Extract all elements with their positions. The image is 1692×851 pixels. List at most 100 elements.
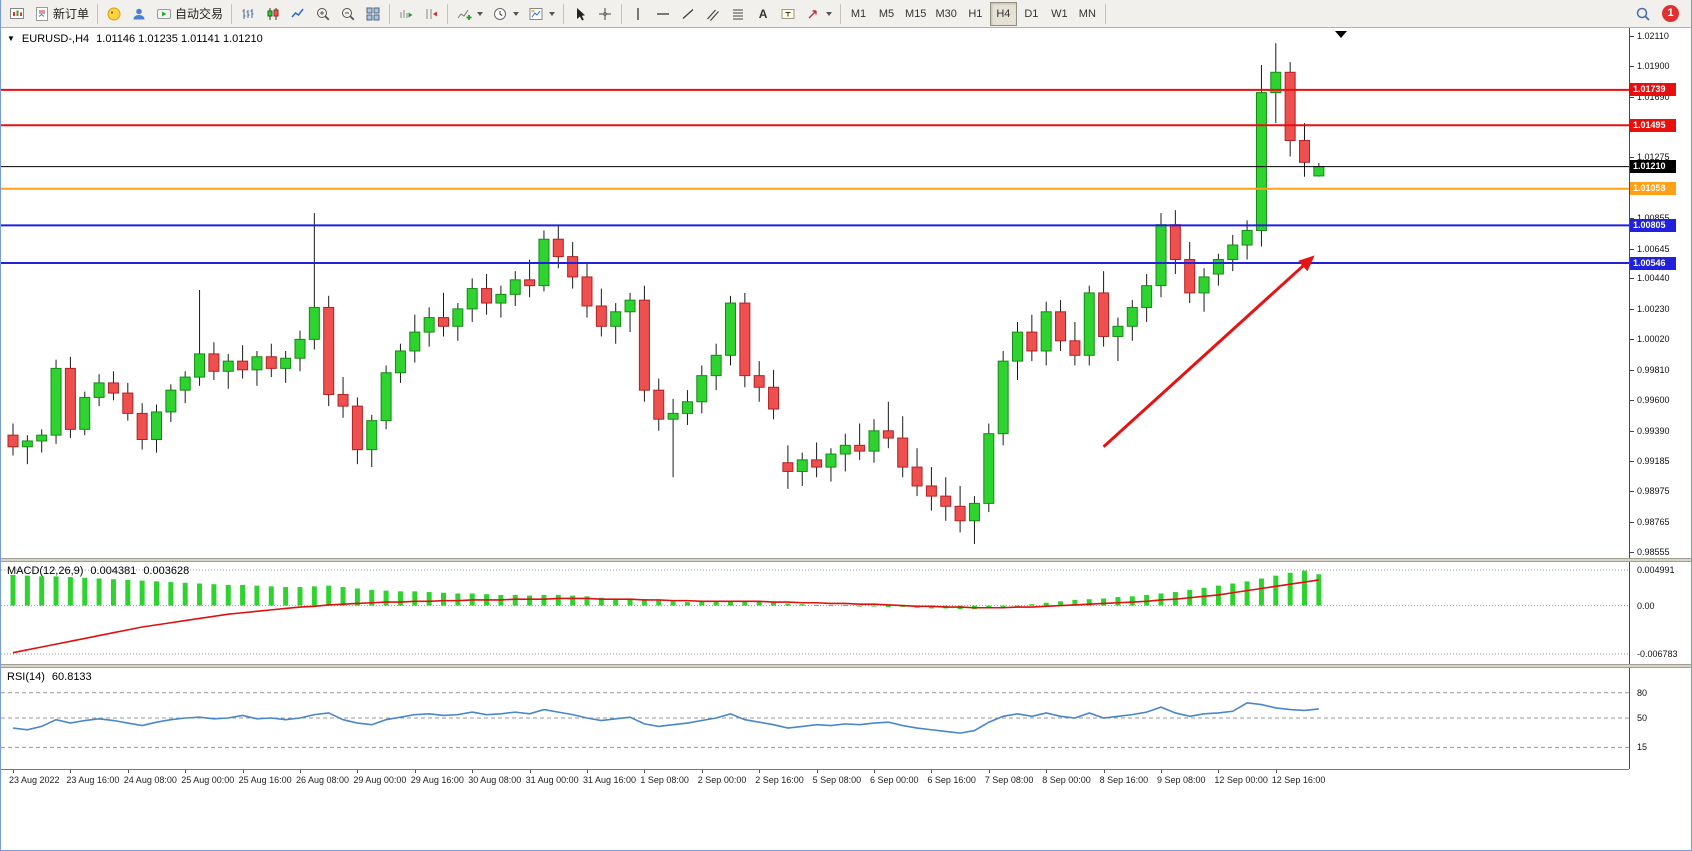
price-tick-mark [1630,460,1634,462]
time-tick-mark [185,770,187,773]
zoom-in-button[interactable] [311,2,335,26]
price-line-badge: 1.01739 [1630,83,1676,97]
arrows-tool-button[interactable] [801,2,836,26]
indicators-icon [457,9,472,20]
time-tick-mark [1046,770,1048,773]
main-chart-canvas[interactable] [1,28,1629,558]
price-tick-mark [1630,430,1634,432]
mql5-community-button[interactable] [102,2,126,26]
cursor-button[interactable] [568,2,592,26]
text-tool-button[interactable]: A [751,2,775,26]
symbol-period-label: EURUSD-,H4 [21,33,90,45]
time-tick-mark [931,770,933,773]
auto-trading-button[interactable]: 自动交易 [152,2,227,26]
label-tool-button[interactable] [776,2,800,26]
price-line-badge: 1.01495 [1630,118,1676,132]
chevron-down-icon [513,11,520,16]
rsi-label: RSI(14) [7,671,45,683]
time-axis[interactable]: 23 Aug 2022 23 Aug 16:00 24 Aug 08:00 25 Au… [1,769,1629,793]
price-tick-label: 1.01275 [1637,152,1670,163]
pane-splitter[interactable] [1,558,1691,562]
chart-shift-button[interactable] [419,2,443,26]
price-tick-mark [1630,248,1634,250]
time-label: 8 Sep 16:00 [1099,775,1149,785]
toolbar-separator [447,3,449,24]
toolbar-separator [97,3,99,24]
new-chart-button[interactable] [5,2,29,26]
channel-tool-button[interactable] [701,2,725,26]
ohlc-bars-icon [242,8,254,19]
profile-button[interactable] [127,2,151,26]
price-tick-mark [1630,339,1634,341]
timeframe-button-m15[interactable]: M15 [901,2,930,26]
crosshair-button[interactable] [593,2,617,26]
trendline-tool-button[interactable] [676,2,700,26]
price-tick-mark [1630,521,1634,523]
search-button[interactable] [1631,2,1655,26]
auto-scroll-button[interactable] [394,2,418,26]
macd-main-value: 0.004381 [90,565,137,577]
time-tick-mark [644,770,646,773]
time-label: 9 Sep 08:00 [1157,775,1206,785]
new-order-button[interactable]: 新订单 [30,2,93,26]
time-label: 25 Aug 00:00 [181,775,235,785]
timeframe-button-m5[interactable]: M5 [873,2,900,26]
zoom-out-button[interactable] [336,2,360,26]
time-label: 5 Sep 08:00 [812,775,862,785]
timeframe-button-w1[interactable]: W1 [1046,2,1073,26]
timeframe-button-m1[interactable]: M1 [845,2,872,26]
tile-windows-button[interactable] [361,2,385,26]
rsi-canvas[interactable] [1,668,1629,769]
price-tick-label: 1.00020 [1637,334,1670,345]
line-chart-mode-button[interactable] [286,2,310,26]
person-icon [133,8,145,19]
time-tick-mark [414,770,416,773]
price-tick-label: 1.01900 [1637,61,1670,72]
time-tick-mark [242,770,244,773]
price-tick-label: 1.02110 [1637,31,1669,41]
horizontal-line-tool-button[interactable] [651,2,675,26]
price-tick-mark [1630,36,1634,37]
macd-tick-label: 0.00 [1637,600,1655,611]
time-tick-mark [1161,770,1162,773]
time-label: 26 Aug 08:00 [296,775,350,785]
price-tick-label: 0.99810 [1637,364,1670,375]
fibonacci-tool-button[interactable] [726,2,750,26]
price-line-badge: 1.01210 [1630,160,1676,174]
new-chart-icon [10,7,24,19]
time-label: 25 Aug 16:00 [238,775,292,785]
text-tool-icon: A [758,6,768,21]
vertical-line-icon [637,7,639,20]
pane-splitter[interactable] [1,664,1691,668]
vertical-line-tool-button[interactable] [626,2,650,26]
notification-badge[interactable]: 1 [1662,5,1679,22]
macd-canvas[interactable] [1,562,1629,664]
time-tick-mark [988,770,990,773]
templates-button[interactable] [524,2,559,26]
collapse-triangle-icon[interactable]: ▼ [7,34,15,43]
time-label: 12 Sep 16:00 [1271,775,1326,785]
price-line-badge: 1.00805 [1630,218,1676,232]
timeframe-button-d1[interactable]: D1 [1018,2,1045,26]
auto-scroll-icon [400,9,413,18]
price-axis[interactable]: 1.021101.019001.016901.014801.012751.010… [1629,28,1691,769]
timeframe-button-m30[interactable]: M30 [931,2,960,26]
macd-tick-label: 0.004991 [1637,565,1675,575]
search-icon [1636,7,1650,21]
price-tick-label: 0.98555 [1637,547,1670,557]
candlestick-mode-button[interactable] [261,2,285,26]
bar-chart-mode-button[interactable] [236,2,260,26]
time-tick-mark [816,770,818,773]
time-label: 29 Aug 16:00 [410,775,464,785]
timeframe-button-h4[interactable]: H4 [989,1,1017,26]
trendline-icon [682,8,694,19]
price-tick-label: 0.98765 [1637,516,1670,527]
indicators-button[interactable] [452,2,487,26]
rsi-value: 60.8133 [51,671,92,683]
timeframe-button-mn[interactable]: MN [1074,2,1101,26]
time-tick-mark [587,770,588,773]
periods-button[interactable] [488,2,523,26]
price-tick-mark [1630,157,1634,159]
timeframe-button-h1[interactable]: H1 [962,2,989,26]
